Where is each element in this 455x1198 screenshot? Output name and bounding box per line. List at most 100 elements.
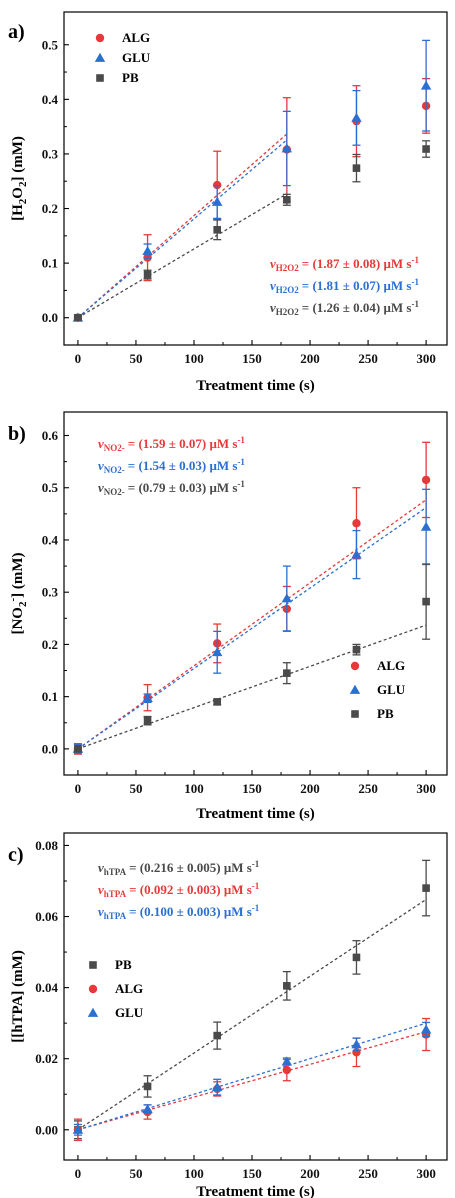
data-point (352, 953, 361, 962)
data-point (420, 1024, 432, 1034)
y-axis-title: [[hTPA] (mM) (10, 950, 26, 1043)
data-point (283, 195, 291, 204)
data-point (351, 112, 362, 122)
rate-annotation-glu: vhTPA = (0.100 ± 0.003) μM s-1 (98, 903, 260, 921)
x-tick-label: 100 (184, 351, 204, 366)
x-tick-label: 300 (416, 1166, 436, 1181)
panel-label: b) (8, 423, 26, 445)
y-tick-label: 0.3 (42, 146, 59, 161)
data-point (421, 475, 431, 485)
fit-line-glu (77, 139, 288, 319)
data-point (283, 669, 291, 677)
data-point (281, 593, 293, 603)
fit-line-glu (77, 507, 427, 750)
y-tick-label: 0.1 (42, 256, 58, 271)
fit-line-alg (77, 1031, 427, 1131)
x-tick-label: 0 (75, 1166, 82, 1181)
x-tick-label: 100 (184, 781, 204, 796)
legend-marker-pb (351, 710, 359, 718)
legend-marker-glu (349, 684, 361, 694)
plot-frame (63, 832, 448, 1161)
x-tick-label: 150 (242, 351, 262, 366)
series-glu (72, 1021, 432, 1136)
y-tick-label: 0.06 (35, 909, 58, 924)
y-tick-label: 0.4 (42, 532, 59, 547)
data-point (72, 1124, 84, 1134)
x-tick-label: 200 (300, 1166, 320, 1181)
fit-line-pb (77, 193, 288, 319)
data-point (142, 693, 153, 703)
data-point (422, 145, 430, 153)
legend-marker-alg (88, 984, 98, 994)
data-point (351, 1039, 362, 1049)
data-point (422, 884, 430, 892)
data-point (283, 982, 291, 990)
fit-line-alg (77, 133, 288, 319)
data-point (213, 1031, 221, 1040)
x-tick-label: 50 (129, 1166, 142, 1181)
y-tick-label: 0.0 (42, 310, 58, 325)
y-tick-label: 0.2 (42, 637, 58, 652)
y-tick-label: 0.1 (42, 689, 58, 704)
y-tick-label: 0.3 (42, 585, 59, 600)
fit-line-pb (77, 898, 427, 1131)
data-point (281, 1056, 293, 1066)
y-tick-label: 0.6 (42, 428, 59, 443)
plot-frame (63, 411, 448, 776)
series-glu (72, 39, 432, 322)
legend-label-glu: GLU (122, 50, 151, 65)
data-point (74, 313, 82, 322)
fit-line-pb (77, 624, 427, 750)
x-tick-label: 300 (416, 351, 436, 366)
y-tick-label: 0.08 (35, 838, 58, 853)
rate-annotation-pb: vH2O2 = (1.26 ± 0.04) μM s-1 (270, 299, 419, 317)
data-point (422, 597, 430, 606)
data-point (212, 1081, 223, 1092)
y-tick-label: 0.5 (42, 37, 59, 52)
y-tick-label: 0.0 (42, 741, 58, 756)
x-tick-label: 150 (242, 781, 262, 796)
rate-annotation-alg: vH2O2 = (1.87 ± 0.08) μM s-1 (270, 255, 419, 273)
legend-marker-alg (95, 33, 105, 43)
data-point (143, 1082, 152, 1091)
x-axis-title: Treatment time (s) (196, 1184, 315, 1198)
chart-panel-a: 0 50 100 150 200 250 300 0.0 0.1 0.2 0.3 0.4 0.5 a) Tr… (8, 11, 448, 394)
legend-label-alg: ALG (115, 981, 143, 996)
legend-marker-pb (89, 961, 97, 969)
x-tick-label: 200 (300, 781, 320, 796)
data-point (351, 549, 362, 559)
x-axis-title: Treatment time (s) (196, 378, 315, 394)
rate-annotation-pb: vNO2- = (0.79 ± 0.03) μM s-1 (98, 479, 245, 497)
x-tick-label: 200 (300, 351, 320, 366)
x-tick-label: 50 (129, 351, 142, 366)
panel-label: c) (8, 844, 24, 866)
data-point (74, 745, 82, 753)
y-tick-label: 0.00 (35, 1122, 58, 1137)
rate-annotations: vhTPA = (0.216 ± 0.005) μM s-1 vhTPA = (0.0… (98, 859, 260, 921)
data-point (213, 698, 221, 706)
data-point (143, 270, 152, 279)
data-point (352, 164, 361, 172)
rate-annotation-pb: vhTPA = (0.216 ± 0.005) μM s-1 (98, 859, 260, 877)
legend-marker-glu (94, 52, 106, 62)
x-tick-label: 150 (242, 1166, 262, 1181)
data-point (420, 521, 432, 531)
legend-marker-glu (87, 1007, 99, 1017)
x-tick-label: 300 (416, 781, 436, 796)
y-tick-label: 0.04 (35, 980, 58, 995)
fit-line-alg (77, 499, 427, 750)
rate-annotation-alg: vhTPA = (0.092 ± 0.003) μM s-1 (98, 881, 260, 899)
rate-annotation-glu: vNO2- = (1.54 ± 0.03) μM s-1 (98, 457, 245, 475)
data-point (282, 1065, 292, 1075)
x-tick-label: 100 (184, 1166, 204, 1181)
y-tick-label: 0.4 (42, 92, 59, 107)
rate-annotation-glu: vH2O2 = (1.81 ± 0.07) μM s-1 (270, 277, 419, 295)
y-axis-title: [NO2-] (mM) (7, 552, 29, 634)
legend-label-glu: GLU (115, 1005, 144, 1020)
data-point (142, 1103, 153, 1114)
chart-panel-c: 0 50 100 150 200 250 300 0.00 0.02 0.04 0.06 0.08 c)… (8, 832, 448, 1198)
rate-annotations: vH2O2 = (1.87 ± 0.08) μM s-1 vH2O2 = (1.81 … (270, 255, 419, 317)
x-tick-label: 250 (358, 1166, 378, 1181)
legend-marker-pb (96, 74, 104, 82)
